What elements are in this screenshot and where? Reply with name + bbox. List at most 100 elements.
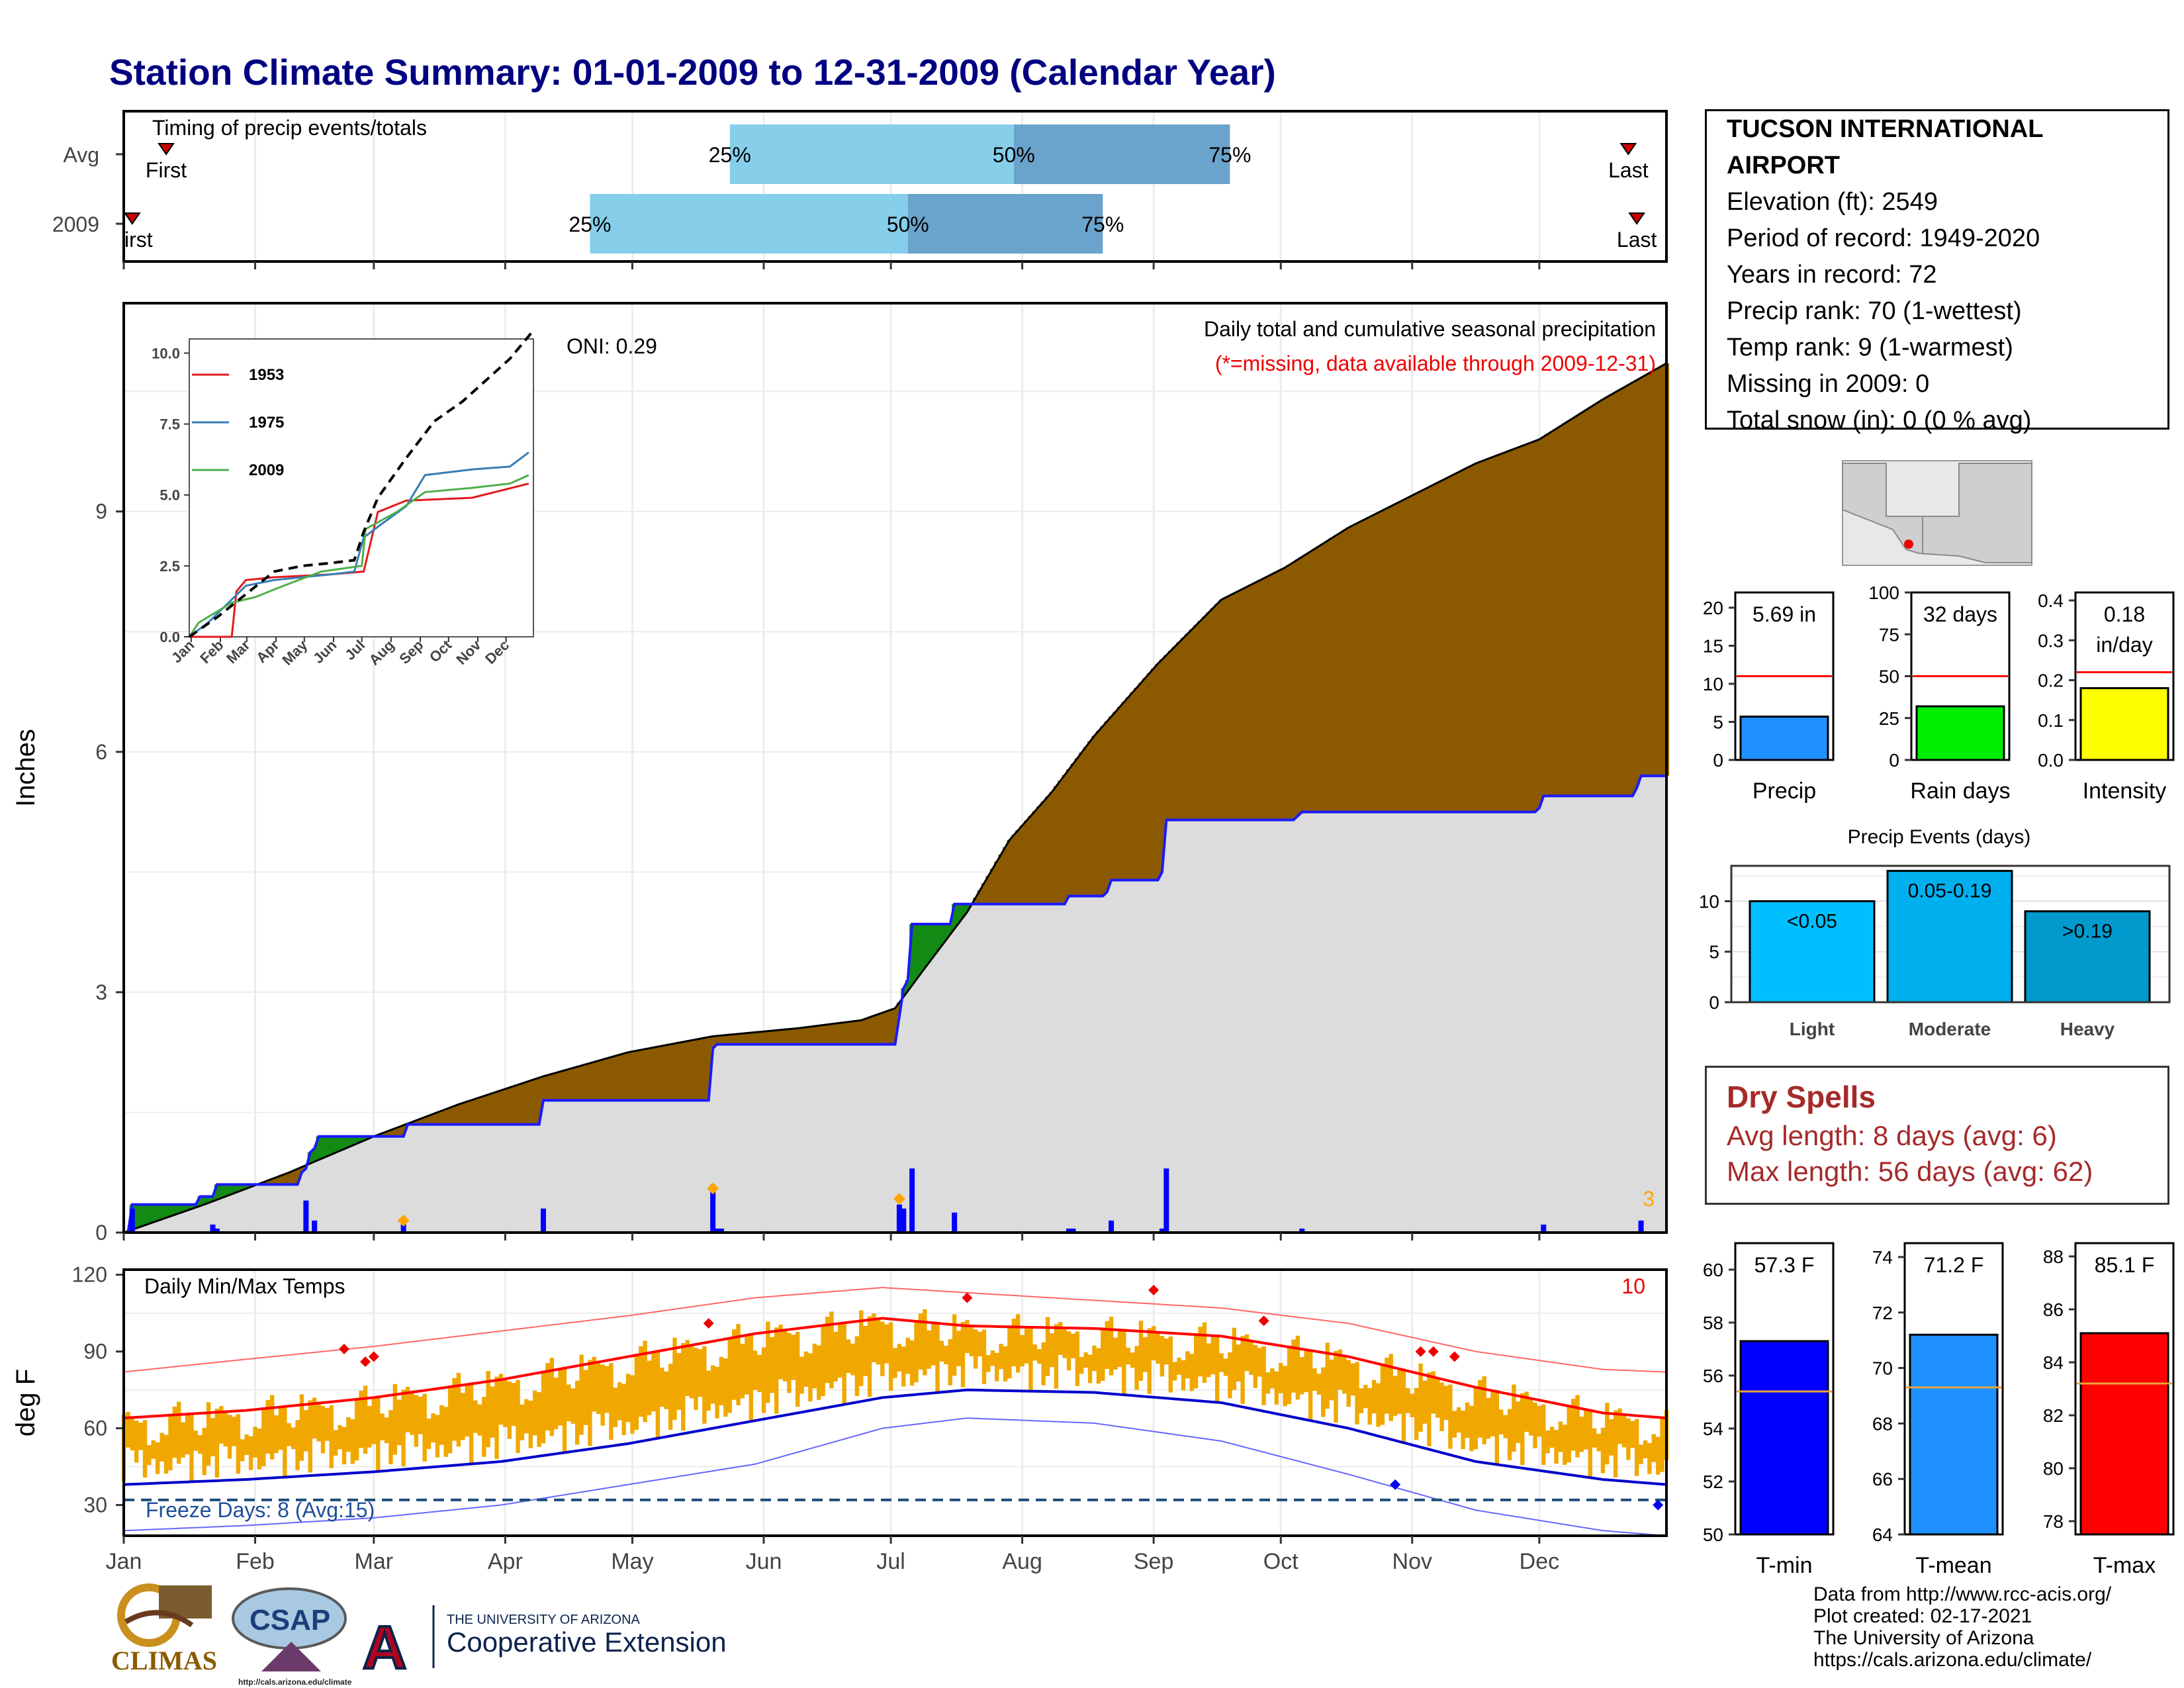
rain-days-chart: 0 25 50 75 100 Rain days 32 days [1868, 583, 2010, 804]
station-elevation: Elevation (ft): 2549 [1727, 188, 1938, 216]
tmean-ytick-label: 68 [1872, 1413, 1893, 1434]
tmin-ytick-label: 54 [1703, 1419, 1723, 1439]
tmin-ytick-label: 58 [1703, 1313, 1723, 1333]
events-bar-label: 0.05-0.19 [1908, 880, 1992, 902]
temp-record-high-marker [1258, 1315, 1269, 1327]
timing-title: Timing of precip events/totals [152, 116, 427, 140]
precip-daily-bar [1638, 1220, 1644, 1233]
intensity-value-label: 0.18 [2104, 602, 2145, 626]
intensity-ytick-label: 0.1 [2038, 710, 2064, 731]
month-label: Aug [1002, 1549, 1042, 1574]
precip_total-ytick-label: 15 [1703, 636, 1723, 657]
temp-title: Daily Min/Max Temps [144, 1274, 345, 1298]
precip-daily-bar [1299, 1228, 1305, 1233]
tmin-value-bar [1739, 1340, 1829, 1536]
timing-last-marker [1628, 212, 1646, 225]
ua-logo-small: THE UNIVERSITY OF ARIZONA [447, 1613, 641, 1627]
events-bar [1886, 870, 2013, 1004]
events-bar-label: >0.19 [2062, 921, 2113, 943]
month-label: Dec [1520, 1549, 1559, 1574]
tmax-ytick-label: 78 [2043, 1511, 2064, 1532]
precip-total-chart: 0 5 10 15 20 Precip 5.69 in [1703, 591, 1835, 804]
precip_total-value-bar [1739, 716, 1829, 761]
credits-line4: https://cals.arizona.edu/climate/ [1813, 1649, 2092, 1671]
precip-daily-bar [1163, 1168, 1169, 1233]
tmean-value-bar [1909, 1333, 1999, 1536]
precip-daily-bar [1541, 1224, 1547, 1233]
intensity-ytick-label: 0.4 [2038, 590, 2064, 611]
station-marker [1904, 539, 1913, 549]
tmax-xlabel: T-max [2093, 1553, 2156, 1578]
tmean-value-label: 71.2 F [1924, 1253, 1984, 1277]
tmean-ytick-label: 72 [1872, 1303, 1893, 1323]
precip-daily-bar [1066, 1228, 1072, 1233]
dry-spells-title: Dry Spells [1727, 1080, 1876, 1114]
rain_days-ytick-label: 75 [1879, 624, 1899, 645]
rain_days-value-bar [1915, 705, 2005, 761]
month-label: Apr [488, 1549, 523, 1574]
events-category: Light [1790, 1019, 1835, 1039]
tmax-ytick-label: 82 [2043, 1405, 2064, 1426]
tmax-chart: 78 80 82 84 86 88 T-max 85.1 F [2043, 1242, 2175, 1578]
events-ytick-label: 0 [1709, 992, 1719, 1013]
precip-avg-cumulative-line [123, 362, 1667, 1234]
credits-line1: Data from http://www.rcc-acis.org/ [1813, 1583, 2112, 1605]
timing-row-label: Avg [63, 143, 99, 167]
temp-record-high-marker [339, 1343, 349, 1354]
rain_days-ytick-label: 100 [1868, 583, 1899, 603]
month-label: Feb [236, 1549, 275, 1574]
timing-bar-25-50 [729, 124, 1014, 184]
events-bar [1749, 900, 1876, 1004]
tmean-frame [1903, 1242, 2004, 1536]
ua-logo-big: Cooperative Extension [447, 1626, 727, 1658]
month-label: Jun [746, 1549, 782, 1574]
timing-frame [122, 110, 1668, 263]
temp-record-high-marker [1449, 1351, 1460, 1362]
precip-daily-bar [210, 1224, 216, 1233]
precip-missing-marker [893, 1193, 905, 1205]
temp-chart: Daily Min/Max Temps 10 Freeze Days: 8 (Avg… [11, 1263, 1669, 1574]
rain_days-ytick-label: 0 [1889, 750, 1899, 771]
tmin-chart: 50 52 54 56 58 60 T-min 57.3 F [1703, 1242, 1835, 1578]
inset-legend-label: 1975 [249, 414, 284, 432]
station-name-line2: AIRPORT [1727, 152, 1840, 179]
csap-logo-text: CSAP [250, 1604, 330, 1636]
timing-percentile-label: 25% [709, 143, 751, 167]
events-bar-label: <0.05 [1787, 910, 1837, 932]
events-ytick-label: 5 [1709, 942, 1719, 962]
precip-title: Daily total and cumulative seasonal prec… [1204, 317, 1656, 341]
tmean-chart: 64 66 68 70 72 74 T-mean 71.2 F [1872, 1242, 2004, 1578]
tmax-ytick-label: 88 [2043, 1246, 2064, 1267]
precip-daily-bar [952, 1212, 958, 1233]
csap-mountain [261, 1642, 321, 1671]
station-years: Years in record: 72 [1727, 261, 1937, 289]
precip-daily-bar [1109, 1220, 1115, 1233]
month-label: Sep [1134, 1549, 1174, 1574]
precip-ytick-label: 3 [95, 980, 107, 1004]
precip-daily-bar [214, 1228, 220, 1233]
precip-subtitle: (*=missing, data available through 2009-… [1215, 352, 1656, 375]
timing-percentile-label: 25% [569, 212, 611, 236]
temp-record-high-marker [360, 1356, 371, 1368]
intensity-xlabel: Intensity [2083, 778, 2167, 804]
precip_total-ytick-label: 5 [1713, 712, 1723, 733]
inset-ytick-label: 5.0 [159, 487, 180, 504]
intensity-value-label-2: in/day [2096, 633, 2152, 657]
temp-record-count: 10 [1621, 1274, 1645, 1298]
month-label: Oct [1263, 1549, 1298, 1574]
csap-logo: CSAP http://cals.arizona.edu/climate [232, 1587, 352, 1687]
precip-daily-bar [718, 1228, 724, 1233]
precip-daily-bar [540, 1208, 546, 1233]
intensity-ytick-label: 0.2 [2038, 671, 2064, 691]
precip-missing-marker [707, 1182, 719, 1195]
precip-events-chart: Precip Events (days) <0.05 Light 0.05-0.19 M… [1699, 826, 2171, 1039]
inset-avg-series [188, 329, 535, 638]
tmin-ytick-label: 52 [1703, 1472, 1723, 1492]
timing-row-label: 2009 [52, 212, 99, 236]
month-label: May [611, 1549, 653, 1574]
precip-missing-count: 3 [1643, 1187, 1655, 1211]
rain_days-xlabel: Rain days [1910, 778, 2010, 804]
inset-legend-label: 1953 [249, 366, 284, 384]
